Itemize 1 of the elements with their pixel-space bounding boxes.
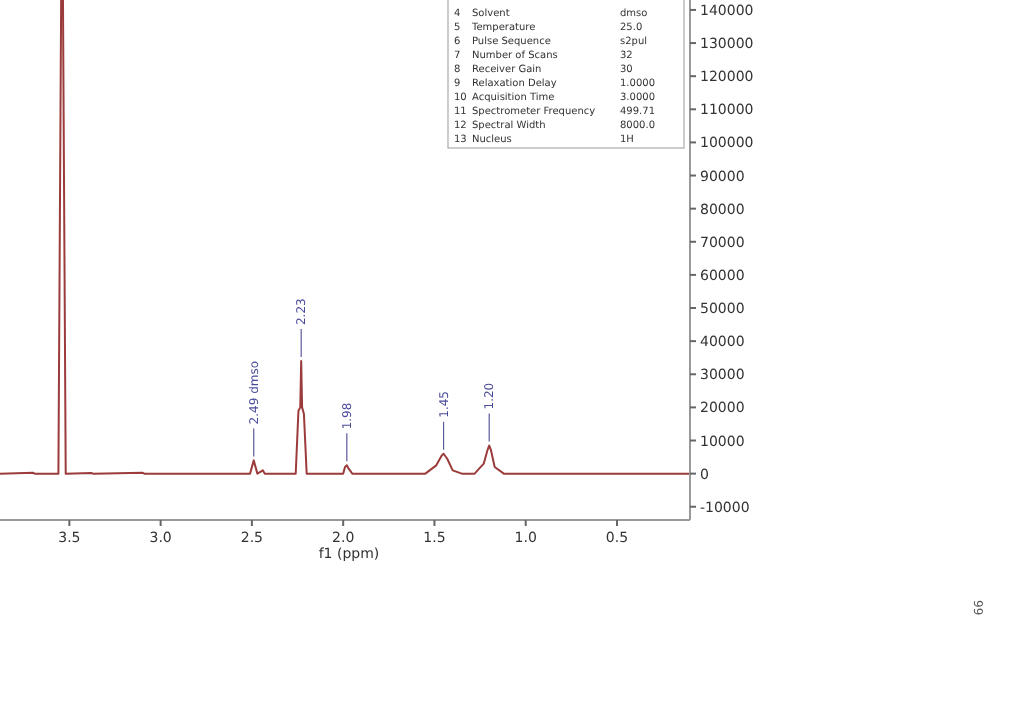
line-series	[0, 0, 690, 475]
